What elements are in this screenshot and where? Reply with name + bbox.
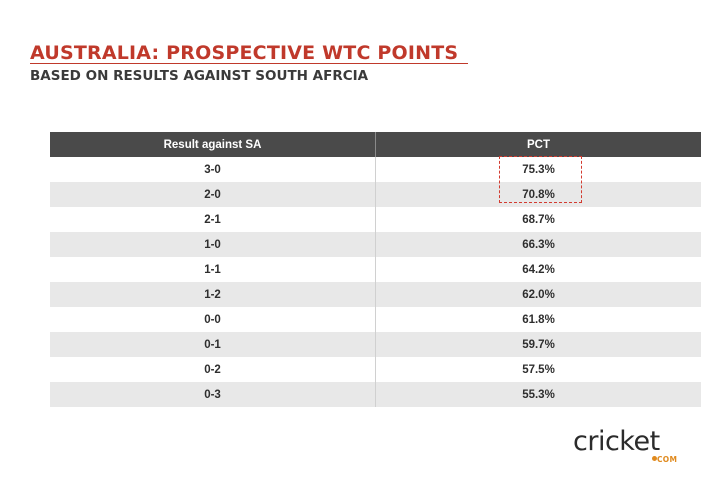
result-cell: 0-0 bbox=[50, 307, 376, 332]
result-cell: 1-2 bbox=[50, 282, 376, 307]
result-cell: 0-2 bbox=[50, 357, 376, 382]
pct-cell: 62.0% bbox=[522, 288, 555, 301]
table-row: 3-0 75.3% bbox=[50, 157, 701, 182]
result-cell: 1-0 bbox=[50, 232, 376, 257]
result-cell: 0-1 bbox=[50, 332, 376, 357]
table-row: 2-1 68.7% bbox=[50, 207, 701, 232]
result-cell: 1-1 bbox=[50, 257, 376, 282]
table-row: 1-2 62.0% bbox=[50, 282, 701, 307]
table-row: 1-1 64.2% bbox=[50, 257, 701, 282]
table-header-row: Result against SA PCT bbox=[50, 132, 701, 157]
chart-title: AUSTRALIA: PROSPECTIVE WTC POINTS bbox=[30, 42, 459, 64]
cricket-com-logo: cricket COM bbox=[573, 426, 693, 468]
logo-suffix: COM bbox=[657, 455, 678, 464]
column-header-result: Result against SA bbox=[50, 132, 376, 157]
logo-text: cricket bbox=[573, 426, 660, 457]
table-row: 0-2 57.5% bbox=[50, 357, 701, 382]
highlight-box bbox=[499, 156, 582, 203]
table-row: 0-3 55.3% bbox=[50, 382, 701, 407]
pct-cell: 68.7% bbox=[522, 213, 555, 226]
pct-cell: 55.3% bbox=[522, 388, 555, 401]
chart-subtitle: BASED ON RESULTS AGAINST SOUTH AFRCIA bbox=[30, 68, 369, 84]
result-cell: 3-0 bbox=[50, 157, 376, 182]
table-row: 1-0 66.3% bbox=[50, 232, 701, 257]
pct-cell: 57.5% bbox=[522, 363, 555, 376]
table-row: 0-1 59.7% bbox=[50, 332, 701, 357]
result-cell: 2-0 bbox=[50, 182, 376, 207]
pct-cell: 66.3% bbox=[522, 238, 555, 251]
result-cell: 0-3 bbox=[50, 382, 376, 407]
column-header-pct: PCT bbox=[527, 138, 550, 151]
cricket-ball-logo-icon bbox=[652, 456, 657, 461]
pct-cell: 75.3% bbox=[522, 163, 555, 176]
pct-cell: 61.8% bbox=[522, 313, 555, 326]
title-underline bbox=[30, 63, 468, 64]
table-row: 0-0 61.8% bbox=[50, 307, 701, 332]
table-body: 3-0 75.3% 2-0 70.8% 2-1 68.7% 1-0 66.3% 1-1 64.2%… bbox=[50, 157, 701, 407]
pct-cell: 64.2% bbox=[522, 263, 555, 276]
table-row: 2-0 70.8% bbox=[50, 182, 701, 207]
pct-cell: 59.7% bbox=[522, 338, 555, 351]
result-cell: 2-1 bbox=[50, 207, 376, 232]
wtc-points-table: Result against SA PCT 3-0 75.3% 2-0 70.8% 2-… bbox=[50, 132, 701, 407]
pct-cell: 70.8% bbox=[522, 188, 555, 201]
